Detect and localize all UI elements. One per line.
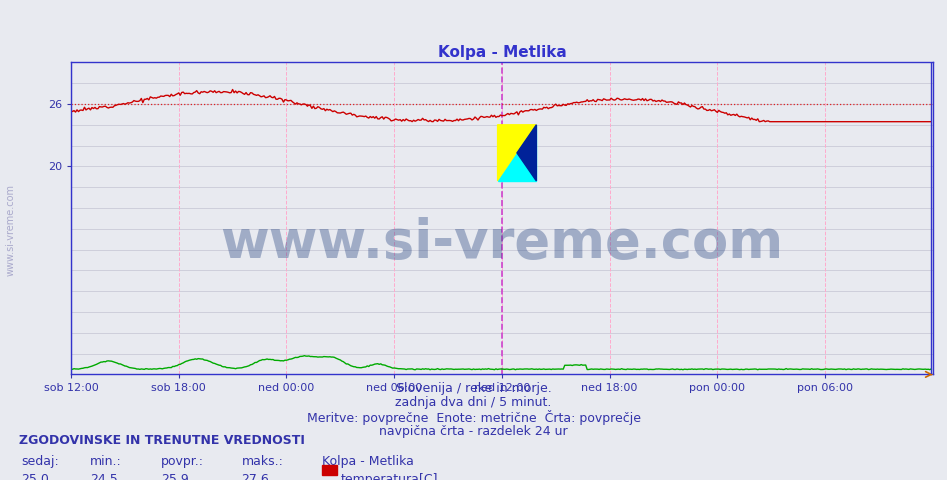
Text: Slovenija / reke in morje.: Slovenija / reke in morje.: [396, 382, 551, 395]
Text: Kolpa - Metlika: Kolpa - Metlika: [322, 455, 414, 468]
Polygon shape: [497, 125, 536, 181]
Text: sedaj:: sedaj:: [21, 455, 59, 468]
Text: zadnja dva dni / 5 minut.: zadnja dva dni / 5 minut.: [395, 396, 552, 409]
Text: maks.:: maks.:: [241, 455, 283, 468]
Text: 24,5: 24,5: [90, 473, 117, 480]
Title: Kolpa - Metlika: Kolpa - Metlika: [438, 45, 566, 60]
Text: temperatura[C]: temperatura[C]: [341, 473, 438, 480]
Polygon shape: [517, 125, 536, 181]
Text: 25,9: 25,9: [161, 473, 188, 480]
Text: Meritve: povprečne  Enote: metrične  Črta: povprečje: Meritve: povprečne Enote: metrične Črta:…: [307, 410, 640, 425]
Text: min.:: min.:: [90, 455, 122, 468]
Text: www.si-vreme.com: www.si-vreme.com: [6, 184, 16, 276]
Text: 25,0: 25,0: [21, 473, 48, 480]
Text: navpična črta - razdelek 24 ur: navpična črta - razdelek 24 ur: [379, 425, 568, 438]
Text: povpr.:: povpr.:: [161, 455, 204, 468]
Polygon shape: [497, 125, 536, 181]
Text: www.si-vreme.com: www.si-vreme.com: [221, 217, 783, 269]
Text: 27,6: 27,6: [241, 473, 269, 480]
Text: ZGODOVINSKE IN TRENUTNE VREDNOSTI: ZGODOVINSKE IN TRENUTNE VREDNOSTI: [19, 434, 305, 447]
